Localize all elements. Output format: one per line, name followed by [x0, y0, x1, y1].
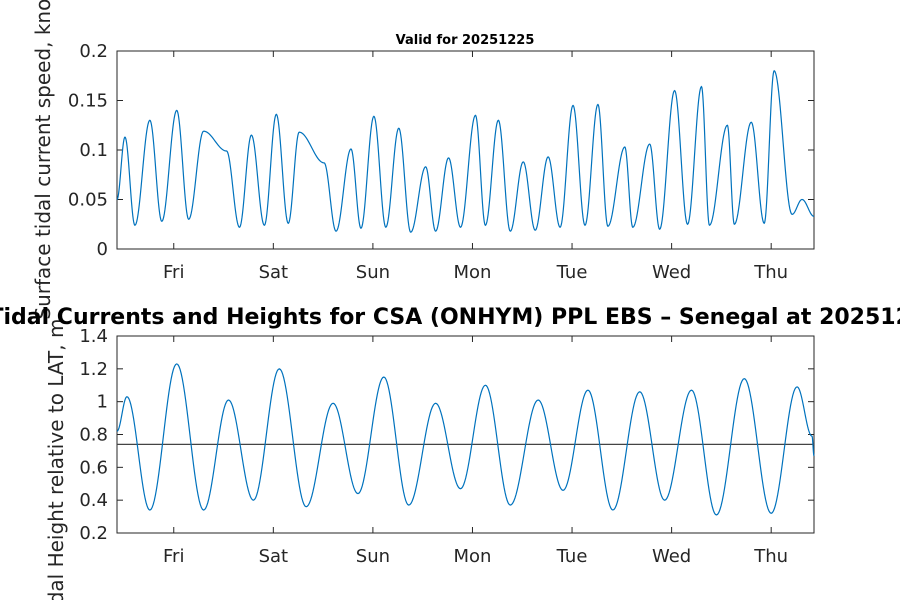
height-xtick-label: Fri	[163, 546, 184, 567]
height-ytick-label: 0.4	[79, 490, 108, 511]
tidal-height-panel: 0.2 0.4 0.6 0.8 1 1.2 1.4 Fri Sat Sun Mon Tue Wed Th…	[0, 305, 900, 600]
height-ytick-label: 0.8	[79, 425, 108, 446]
main-chart-title: Tidal Currents and Heights for CSA (ONHY…	[0, 305, 900, 330]
current-ytick-label: 0	[97, 239, 108, 260]
height-ytick-label: 0.2	[79, 523, 108, 544]
current-xtick-label: Tue	[556, 262, 588, 283]
height-ytick-label: 1.2	[79, 359, 108, 380]
height-axes-box	[116, 335, 815, 534]
current-ytick-label: 0.2	[79, 41, 108, 62]
height-xtick-label: Mon	[453, 546, 491, 567]
current-speed-panel: Valid for 20251225 0 0.05 0.1 0.15 0.2 Fri Sa…	[31, 0, 815, 320]
current-xtick-label: Fri	[163, 262, 184, 283]
current-xtick-label: Wed	[652, 262, 691, 283]
current-ytick-label: 0.1	[79, 140, 108, 161]
current-ytick-label: 0.15	[68, 91, 108, 112]
current-ytick-label: 0.05	[68, 190, 108, 211]
current-speed-line	[116, 69, 815, 233]
tidal-height-line	[116, 363, 815, 516]
current-xtick-label: Sat	[259, 262, 289, 283]
height-ytick-label: 1.4	[79, 326, 108, 347]
height-ytick-label: 0.6	[79, 457, 108, 478]
height-ytick-label: 1	[97, 392, 108, 413]
current-xtick-label: Thu	[753, 262, 788, 283]
height-xtick-label: Tue	[556, 546, 588, 567]
height-xtick-label: Thu	[753, 546, 788, 567]
height-xtick-label: Wed	[652, 546, 691, 567]
current-xtick-label: Mon	[453, 262, 491, 283]
current-y-axis-label: Surface tidal current speed, knots	[31, 0, 55, 320]
current-axes-box	[116, 50, 815, 250]
height-y-axis-label: Tidal Height relative to LAT, m	[44, 319, 68, 600]
current-xtick-label: Sun	[356, 262, 390, 283]
height-xtick-label: Sun	[356, 546, 390, 567]
height-xtick-label: Sat	[259, 546, 289, 567]
current-chart-title: Valid for 20251225	[396, 33, 535, 48]
